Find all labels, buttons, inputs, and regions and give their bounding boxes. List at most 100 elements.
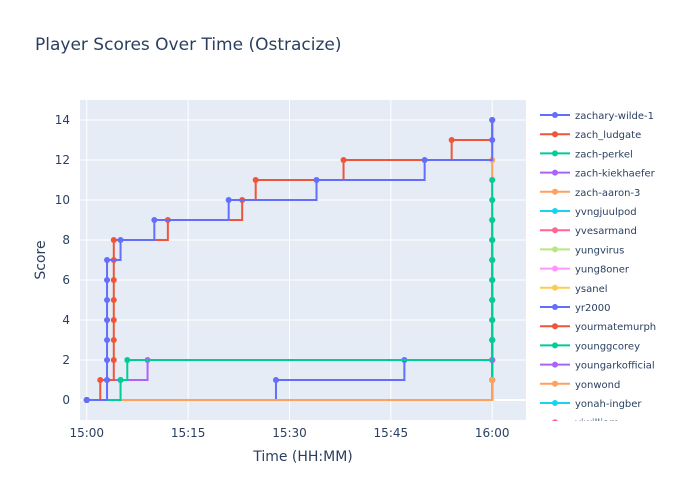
legend-item[interactable]: yungvirus [540, 245, 624, 256]
data-point [104, 297, 111, 303]
data-point [489, 177, 496, 183]
data-point [340, 157, 347, 163]
legend-item[interactable]: yonwond [540, 380, 620, 391]
data-point [83, 397, 90, 403]
data-point [110, 357, 117, 363]
legend-item[interactable]: zach-kiekhaefer [540, 169, 656, 180]
legend-swatch-marker [552, 150, 558, 157]
legend[interactable]: zachary-wilde-1 zach_ludgate zach-perkel za… [540, 111, 656, 429]
legend-swatch-marker [552, 419, 558, 421]
legend-item[interactable]: yourmatemurph [540, 322, 656, 333]
data-point [421, 157, 428, 163]
legend-swatch-marker [552, 112, 558, 118]
y-tick-label: 14 [55, 113, 70, 127]
legend-label: yvesarmand [575, 226, 637, 237]
data-point [489, 297, 496, 303]
legend-label: yung8oner [575, 265, 630, 276]
legend-item[interactable]: zachary-wilde-1 [540, 111, 654, 122]
data-point [117, 377, 124, 383]
legend-label: youngarkofficial [575, 361, 655, 372]
legend-swatch-marker [552, 265, 558, 272]
legend-swatch-marker [552, 284, 558, 291]
legend-item[interactable]: younggcorey [540, 341, 640, 352]
data-point [448, 137, 455, 143]
data-point [104, 337, 111, 343]
legend-label: younggcorey [575, 341, 640, 352]
x-tick-label: 16:00 [475, 426, 510, 440]
data-point [104, 277, 111, 283]
legend-swatch-marker [552, 208, 558, 214]
legend-item[interactable]: yvngjuulpod [540, 207, 637, 218]
legend-item[interactable]: zach-aaron-3 [540, 188, 640, 199]
legend-item[interactable]: yr2000 [540, 303, 610, 314]
legend-item[interactable]: yvesarmand [540, 226, 637, 237]
axes: 15:00 15:15 15:30 15:45 16:00 0 2 4 6 8 10 12 14 [55, 113, 510, 440]
data-point [489, 197, 496, 203]
legend-item[interactable]: ysanel [540, 284, 608, 295]
x-tick-label: 15:15 [171, 426, 206, 440]
legend-label: zach-aaron-3 [575, 188, 640, 199]
y-tick-label: 10 [55, 193, 70, 207]
data-point [489, 137, 496, 143]
legend-label: zach-kiekhaefer [575, 169, 656, 180]
legend-item[interactable]: yiwilliam [540, 418, 619, 429]
y-tick-label: 2 [62, 353, 70, 367]
data-point [489, 117, 496, 123]
legend-label: yiwilliam [575, 418, 619, 429]
data-point [117, 237, 124, 243]
data-point [489, 377, 496, 383]
series-line [86, 380, 494, 401]
legend-item[interactable]: zach_ludgate [540, 130, 641, 141]
data-point [104, 257, 111, 263]
series-layer [83, 117, 496, 403]
series-line [86, 120, 494, 401]
legend-swatch-marker [552, 342, 558, 349]
y-tick-label: 12 [55, 153, 70, 167]
legend-label: ysanel [575, 284, 608, 295]
data-point [97, 377, 104, 383]
x-tick-label: 15:00 [69, 426, 104, 440]
data-point [272, 377, 279, 383]
data-point [252, 177, 259, 183]
y-tick-label: 4 [62, 313, 70, 327]
legend-item[interactable]: yonah-ingber [540, 399, 642, 410]
y-axis-label: Score [33, 240, 49, 279]
data-point [104, 357, 111, 363]
x-tick-label: 15:45 [374, 426, 409, 440]
data-point [151, 217, 158, 223]
data-point [110, 317, 117, 323]
legend-label: yonah-ingber [575, 399, 642, 410]
data-point [110, 337, 117, 343]
legend-label: zachary-wilde-1 [575, 111, 654, 122]
data-point [124, 357, 131, 363]
data-point [104, 377, 111, 383]
legend-label: zach_ludgate [575, 130, 641, 141]
chart-title: Player Scores Over Time (Ostracize) [35, 35, 342, 55]
data-point [110, 237, 117, 243]
legend-label: zach-perkel [575, 149, 633, 160]
series-line [86, 340, 494, 401]
data-point [489, 337, 496, 343]
legend-swatch-marker [552, 400, 558, 406]
legend-swatch-marker [552, 131, 558, 138]
series-zachary-wilde-1 [83, 117, 496, 403]
y-tick-label: 6 [62, 273, 70, 287]
data-point [489, 277, 496, 283]
legend-swatch-marker [552, 323, 558, 330]
legend-label: yourmatemurph [575, 322, 656, 333]
legend-item[interactable]: zach-perkel [540, 149, 633, 160]
legend-swatch-marker [552, 361, 558, 368]
legend-label: yonwond [575, 380, 620, 391]
legend-swatch-marker [552, 227, 558, 234]
data-point [225, 197, 232, 203]
data-point [489, 317, 496, 323]
legend-item[interactable]: youngarkofficial [540, 361, 655, 372]
legend-item[interactable]: yung8oner [540, 265, 630, 276]
legend-swatch-marker [552, 304, 558, 310]
data-point [104, 317, 111, 323]
y-tick-label: 8 [62, 233, 70, 247]
data-point [313, 177, 320, 183]
legend-swatch-marker [552, 380, 558, 387]
